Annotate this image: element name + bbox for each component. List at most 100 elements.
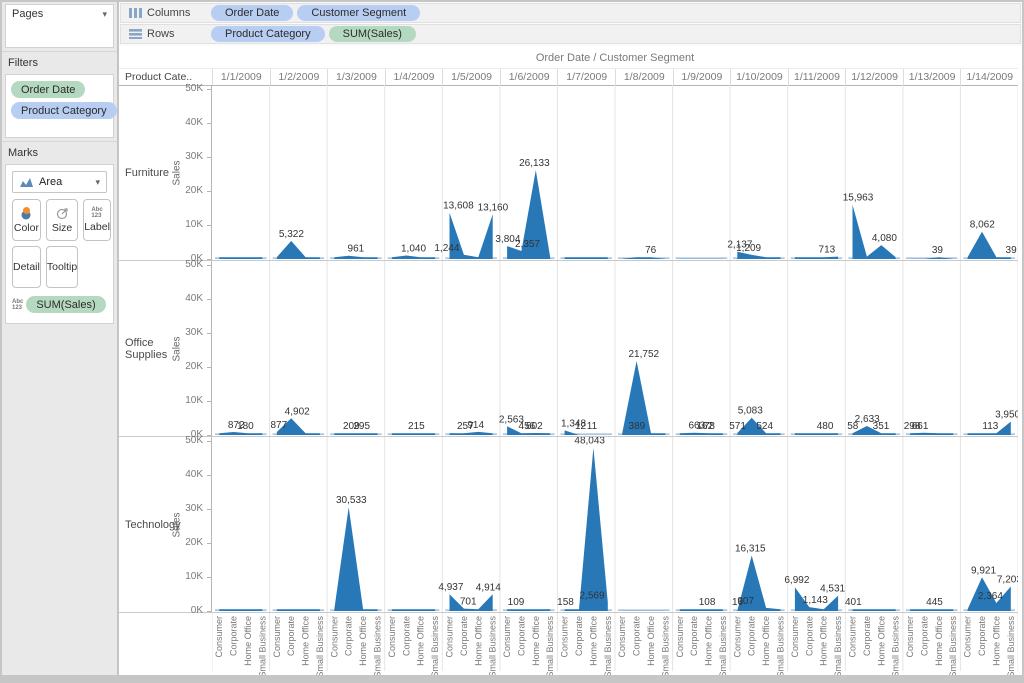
- segment-axis-label[interactable]: Consumer: [905, 616, 915, 658]
- detail-button[interactable]: Detail: [12, 246, 41, 288]
- area-mark[interactable]: [219, 609, 263, 611]
- area-mark[interactable]: [564, 447, 608, 611]
- row-plot[interactable]: 5,322 961 1,040 13,608 13,160 1,244 3,804 26,13…: [212, 85, 1018, 260]
- segment-axis-label[interactable]: Small Business: [603, 616, 613, 678]
- area-mark[interactable]: [737, 555, 781, 612]
- segment-axis-label[interactable]: Small Business: [430, 616, 440, 678]
- area-mark[interactable]: [852, 609, 896, 611]
- segment-axis-label[interactable]: Small Business: [833, 616, 843, 678]
- corner-field-label[interactable]: Product Cate..: [125, 71, 193, 83]
- date-header[interactable]: 1/8/2009: [615, 69, 673, 85]
- segment-axis-label[interactable]: Corporate: [689, 616, 699, 656]
- segment-axis-label[interactable]: Home Office: [646, 616, 656, 666]
- segment-axis-label[interactable]: Consumer: [848, 616, 858, 658]
- area-mark[interactable]: [276, 240, 320, 259]
- date-header[interactable]: 1/14/2009: [960, 69, 1018, 85]
- segment-axis-label[interactable]: Small Business: [545, 616, 555, 678]
- segment-axis-label[interactable]: Small Business: [257, 616, 267, 678]
- size-button[interactable]: Size: [45, 199, 79, 241]
- segment-axis-label[interactable]: Small Business: [373, 616, 383, 678]
- date-header[interactable]: 1/6/2009: [499, 69, 558, 85]
- rows-pill-sum-sales[interactable]: SUM(Sales): [328, 26, 416, 42]
- area-mark[interactable]: [564, 430, 608, 435]
- date-header[interactable]: 1/13/2009: [902, 69, 961, 85]
- segment-axis-label[interactable]: Corporate: [229, 616, 239, 656]
- row-plot[interactable]: 30,533 4,937 4,914 701 109 158 48,043 2,569 108 1…: [212, 437, 1018, 612]
- area-mark[interactable]: [276, 418, 320, 435]
- segment-axis-label[interactable]: Consumer: [617, 616, 627, 658]
- area-mark[interactable]: [507, 426, 551, 435]
- segment-axis-label[interactable]: Consumer: [214, 616, 224, 658]
- segment-axis-label[interactable]: Consumer: [387, 616, 397, 658]
- area-mark[interactable]: [219, 432, 263, 435]
- segment-axis-label[interactable]: Corporate: [401, 616, 411, 656]
- area-mark[interactable]: [737, 417, 781, 435]
- segment-axis-label[interactable]: Corporate: [862, 616, 872, 656]
- rows-pill-product-category[interactable]: Product Category: [211, 26, 325, 42]
- area-mark[interactable]: [737, 251, 781, 259]
- segment-axis-label[interactable]: Corporate: [344, 616, 354, 656]
- area-mark[interactable]: [391, 609, 436, 611]
- area-mark[interactable]: [679, 609, 723, 611]
- segment-axis-label[interactable]: Consumer: [732, 616, 742, 658]
- date-header[interactable]: 1/7/2009: [557, 69, 615, 85]
- segment-axis-label[interactable]: Home Office: [358, 616, 368, 666]
- segment-axis-label[interactable]: Small Business: [1006, 616, 1016, 678]
- segment-axis-label[interactable]: Home Office: [819, 616, 829, 666]
- segment-axis-label[interactable]: Home Office: [416, 616, 426, 666]
- date-header[interactable]: 1/11/2009: [787, 69, 846, 85]
- segment-axis-label[interactable]: Consumer: [502, 616, 512, 658]
- filter-pill-product-category[interactable]: Product Category: [11, 102, 117, 119]
- segment-axis-label[interactable]: Corporate: [632, 616, 642, 656]
- area-mark[interactable]: [622, 257, 666, 259]
- date-header[interactable]: 1/3/2009: [327, 69, 385, 85]
- segment-axis-label[interactable]: Consumer: [272, 616, 282, 658]
- segment-axis-label[interactable]: Home Office: [301, 616, 311, 666]
- area-mark[interactable]: [449, 212, 493, 259]
- area-mark[interactable]: [967, 421, 1011, 435]
- segment-axis-label[interactable]: Corporate: [977, 616, 987, 656]
- segment-axis-label[interactable]: Consumer: [560, 616, 570, 658]
- mark-type-dropdown[interactable]: Area ▾: [12, 171, 107, 193]
- segment-axis-label[interactable]: Small Business: [948, 616, 958, 678]
- columns-shelf[interactable]: Columns Order Date Customer Segment: [120, 3, 1021, 23]
- segment-axis-label[interactable]: Corporate: [516, 616, 526, 656]
- label-button[interactable]: Abc 123 Label: [83, 199, 111, 241]
- date-header[interactable]: 1/1/2009: [212, 69, 270, 85]
- area-mark[interactable]: [910, 609, 954, 611]
- segment-axis-label[interactable]: Corporate: [919, 616, 929, 656]
- category-label[interactable]: Technology: [125, 518, 181, 531]
- category-label[interactable]: Furniture: [125, 166, 170, 179]
- category-label[interactable]: Office Supplies: [125, 336, 168, 361]
- area-mark[interactable]: [794, 587, 839, 611]
- segment-axis-label[interactable]: Home Office: [531, 616, 541, 666]
- area-mark[interactable]: [910, 257, 954, 259]
- segment-axis-label[interactable]: Small Business: [891, 616, 901, 678]
- area-mark[interactable]: [564, 257, 608, 259]
- segment-axis-label[interactable]: Small Business: [776, 616, 786, 678]
- area-mark[interactable]: [334, 507, 378, 611]
- date-header[interactable]: 1/12/2009: [845, 69, 903, 85]
- segment-axis-label[interactable]: Corporate: [459, 616, 469, 656]
- segment-axis-label[interactable]: Home Office: [243, 616, 253, 666]
- segment-axis-label[interactable]: Consumer: [790, 616, 800, 658]
- segment-axis-label[interactable]: Corporate: [747, 616, 757, 656]
- segment-axis-label[interactable]: Consumer: [963, 616, 973, 658]
- filter-pill-order-date[interactable]: Order Date: [11, 81, 86, 98]
- segment-axis-label[interactable]: Home Office: [704, 616, 714, 666]
- segment-axis-label[interactable]: Corporate: [574, 616, 584, 656]
- area-mark[interactable]: [967, 231, 1011, 259]
- area-mark[interactable]: [219, 257, 263, 259]
- area-mark[interactable]: [910, 432, 954, 435]
- segment-axis-label[interactable]: Consumer: [675, 616, 685, 658]
- date-header[interactable]: 1/9/2009: [672, 69, 731, 85]
- date-header[interactable]: 1/4/2009: [384, 69, 443, 85]
- area-mark[interactable]: [391, 433, 436, 435]
- area-mark[interactable]: [507, 170, 551, 259]
- area-mark[interactable]: [391, 255, 436, 260]
- area-mark[interactable]: [507, 609, 551, 611]
- color-button[interactable]: Color: [12, 199, 41, 241]
- segment-axis-label[interactable]: Small Business: [488, 616, 498, 678]
- columns-pill-order-date[interactable]: Order Date: [211, 5, 294, 21]
